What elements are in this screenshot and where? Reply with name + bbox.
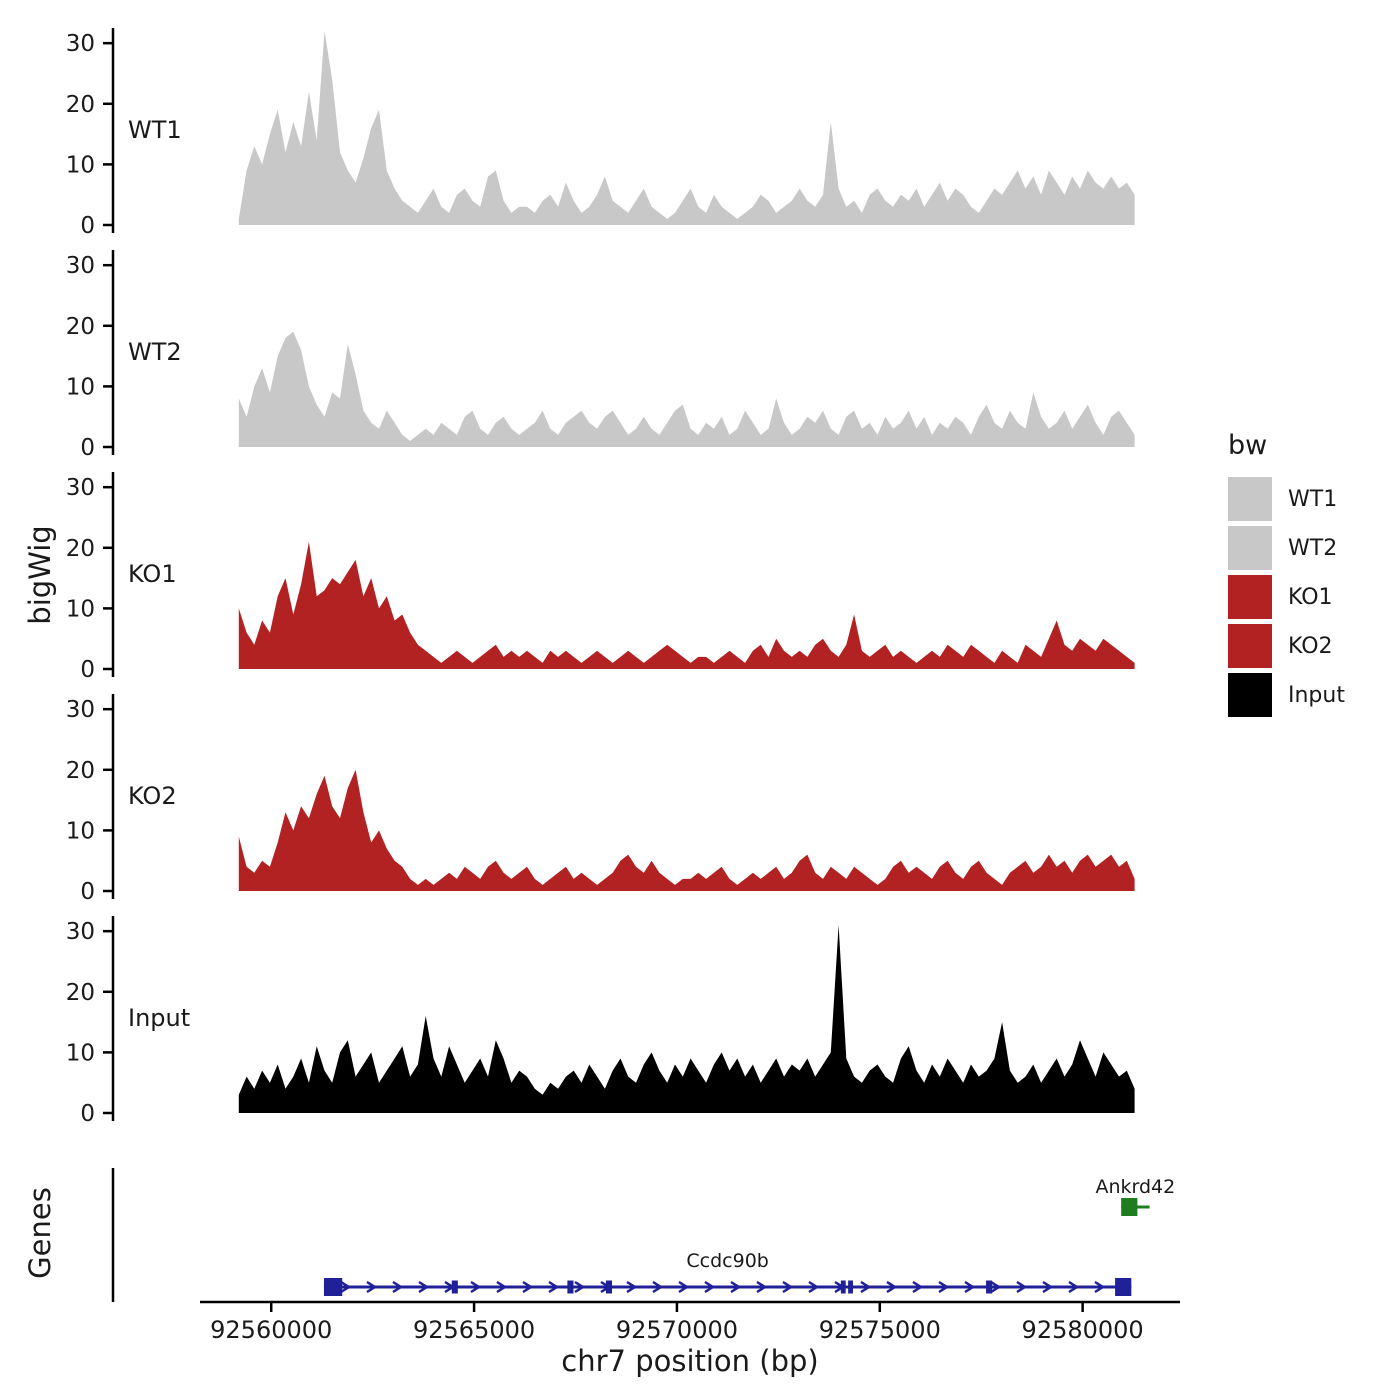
y-tick-label-wt1: 20 bbox=[66, 92, 95, 118]
strand-arrow-ccdc90b bbox=[990, 1280, 1002, 1294]
legend-label-wt1: WT1 bbox=[1288, 486, 1338, 512]
legend-entry-wt1: WT1 bbox=[1228, 477, 1345, 521]
coverage-area-wt2 bbox=[238, 331, 1135, 447]
strand-arrow-ccdc90b bbox=[704, 1280, 716, 1294]
strand-arrow-ccdc90b bbox=[340, 1280, 352, 1294]
y-tick-label-wt2: 30 bbox=[66, 253, 95, 279]
gene-exon-ccdc90b bbox=[848, 1280, 854, 1294]
gene-label-ankrd42: Ankrd42 bbox=[1095, 1176, 1176, 1198]
legend-swatch-wt2 bbox=[1228, 526, 1272, 570]
x-tick-label: 92575000 bbox=[819, 1316, 941, 1344]
strand-arrow-ccdc90b bbox=[1068, 1280, 1080, 1294]
gene-exon-ankrd42 bbox=[1121, 1198, 1138, 1216]
x-tick-label: 92560000 bbox=[210, 1316, 332, 1344]
strand-arrow-ccdc90b bbox=[808, 1280, 820, 1294]
strand-arrow-ccdc90b bbox=[366, 1280, 378, 1294]
legend-swatch-ko2 bbox=[1228, 624, 1272, 668]
gene-exon-ccdc90b bbox=[840, 1280, 846, 1294]
gene-exon-ccdc90b bbox=[323, 1278, 343, 1296]
y-tick-label-input: 10 bbox=[66, 1040, 95, 1066]
x-tick-label: 92570000 bbox=[616, 1316, 738, 1344]
y-tick-label-wt1: 10 bbox=[66, 152, 95, 178]
strand-arrow-ccdc90b bbox=[1016, 1280, 1028, 1294]
x-axis-title: chr7 position (bp) bbox=[561, 1344, 819, 1378]
gene-exon-ccdc90b bbox=[451, 1280, 458, 1294]
strand-arrow-ccdc90b bbox=[782, 1280, 794, 1294]
gene-exon-ccdc90b bbox=[567, 1280, 574, 1294]
strand-arrow-ccdc90b bbox=[574, 1280, 586, 1294]
legend-swatch-wt1 bbox=[1228, 477, 1272, 521]
strand-arrow-ccdc90b bbox=[886, 1280, 898, 1294]
gene-exon-ccdc90b bbox=[605, 1280, 613, 1294]
strand-arrow-ccdc90b bbox=[1094, 1280, 1106, 1294]
x-tick-label: 92580000 bbox=[1022, 1316, 1144, 1344]
legend-entry-input: Input bbox=[1228, 673, 1345, 717]
track-label-input: Input bbox=[128, 1004, 191, 1032]
strand-arrow-ccdc90b bbox=[730, 1280, 742, 1294]
y-tick-label-ko2: 30 bbox=[66, 697, 95, 723]
legend-label-wt2: WT2 bbox=[1288, 535, 1338, 561]
gene-label-ccdc90b: Ccdc90b bbox=[686, 1250, 769, 1272]
legend-entry-ko2: KO2 bbox=[1228, 624, 1345, 668]
coverage-area-ko1 bbox=[238, 541, 1135, 669]
strand-arrow-ccdc90b bbox=[626, 1280, 638, 1294]
genes-axis-title: Genes bbox=[23, 1187, 57, 1279]
strand-arrow-ccdc90b bbox=[1042, 1280, 1054, 1294]
y-tick-label-ko1: 30 bbox=[66, 475, 95, 501]
y-tick-label-input: 30 bbox=[66, 919, 95, 945]
gene-exon-ccdc90b bbox=[986, 1280, 993, 1294]
strand-arrow-ccdc90b bbox=[496, 1280, 508, 1294]
strand-arrow-ccdc90b bbox=[548, 1280, 560, 1294]
strand-arrow-ccdc90b bbox=[652, 1280, 664, 1294]
y-tick-label-ko1: 20 bbox=[66, 536, 95, 562]
strand-arrow-ccdc90b bbox=[912, 1280, 924, 1294]
strand-arrow-ccdc90b bbox=[392, 1280, 404, 1294]
legend-entry-ko1: KO1 bbox=[1228, 575, 1345, 619]
y-tick-label-wt1: 30 bbox=[66, 31, 95, 57]
legend-label-input: Input bbox=[1288, 682, 1345, 708]
strand-arrow-ccdc90b bbox=[964, 1280, 976, 1294]
y-tick-label-ko1: 10 bbox=[66, 596, 95, 622]
strand-arrow-ccdc90b bbox=[938, 1280, 950, 1294]
legend-swatch-input bbox=[1228, 673, 1272, 717]
strand-arrow-ccdc90b bbox=[522, 1280, 534, 1294]
y-tick-label-input: 0 bbox=[80, 1101, 95, 1127]
strand-arrow-ccdc90b bbox=[418, 1280, 430, 1294]
y-tick-label-wt2: 10 bbox=[66, 374, 95, 400]
y-tick-label-ko1: 0 bbox=[80, 657, 95, 683]
track-label-ko2: KO2 bbox=[128, 782, 177, 810]
y-axis-title: bigWig bbox=[23, 525, 57, 625]
legend-title: bw bbox=[1228, 430, 1268, 461]
strand-arrow-ccdc90b bbox=[860, 1280, 872, 1294]
y-tick-label-input: 20 bbox=[66, 980, 95, 1006]
strand-arrow-ccdc90b bbox=[756, 1280, 768, 1294]
x-tick-label: 92565000 bbox=[413, 1316, 535, 1344]
y-tick-label-ko2: 0 bbox=[80, 879, 95, 905]
strand-arrow-ccdc90b bbox=[470, 1280, 482, 1294]
track-label-wt1: WT1 bbox=[128, 116, 182, 144]
y-tick-label-ko2: 10 bbox=[66, 818, 95, 844]
coverage-area-wt1 bbox=[238, 31, 1135, 225]
y-tick-label-wt1: 0 bbox=[80, 213, 95, 239]
y-tick-label-wt2: 0 bbox=[80, 435, 95, 461]
y-tick-label-ko2: 20 bbox=[66, 758, 95, 784]
track-label-ko1: KO1 bbox=[128, 560, 177, 588]
coverage-area-ko2 bbox=[238, 769, 1135, 891]
track-label-wt2: WT2 bbox=[128, 338, 182, 366]
gene-exon-ccdc90b bbox=[1115, 1278, 1132, 1296]
strand-arrow-ccdc90b bbox=[678, 1280, 690, 1294]
legend-label-ko1: KO1 bbox=[1288, 584, 1333, 610]
y-tick-label-wt2: 20 bbox=[66, 314, 95, 340]
legend-label-ko2: KO2 bbox=[1288, 633, 1333, 659]
coverage-area-input bbox=[238, 925, 1135, 1113]
legend: bw WT1 WT2 KO1 KO2 Input bbox=[1228, 430, 1345, 722]
legend-swatch-ko1 bbox=[1228, 575, 1272, 619]
legend-entry-wt2: WT2 bbox=[1228, 526, 1345, 570]
